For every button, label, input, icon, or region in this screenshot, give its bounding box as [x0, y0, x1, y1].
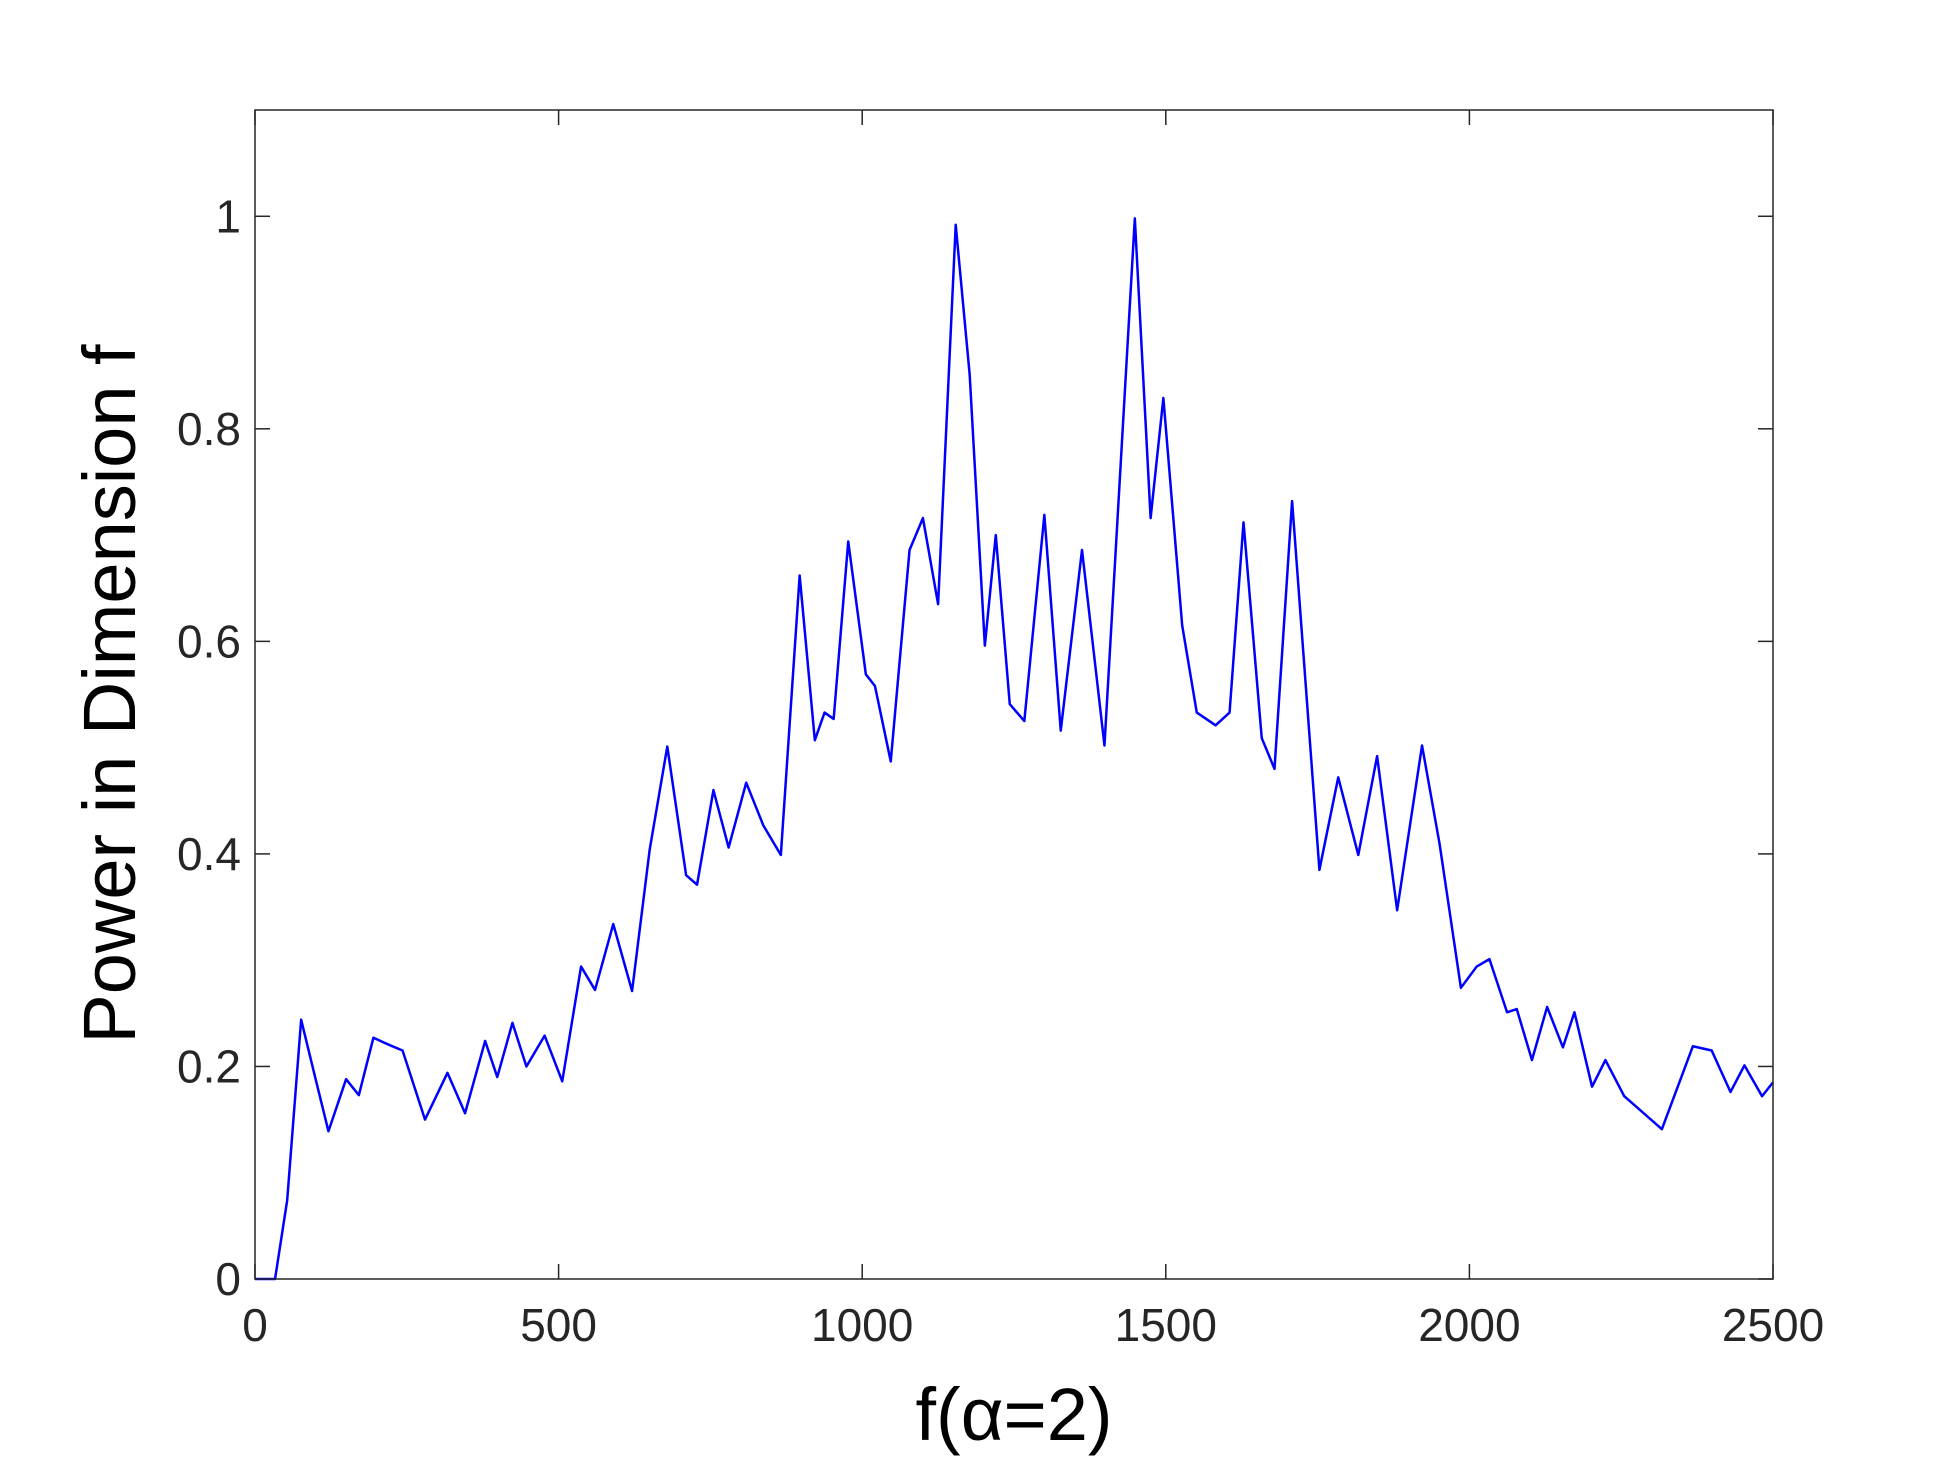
plot-frame	[254, 109, 1774, 1280]
x-tick-label: 0	[242, 1299, 268, 1351]
y-tick-label: 0.8	[177, 403, 241, 455]
x-tick-label: 2000	[1418, 1299, 1520, 1351]
x-tick-label: 1000	[811, 1299, 913, 1351]
x-tick-label: 500	[520, 1299, 597, 1351]
x-axis-label: f(α=2)	[916, 1373, 1113, 1456]
data-line	[255, 217, 1774, 1281]
x-tick-label: 2500	[1722, 1299, 1824, 1351]
plot-area	[255, 110, 1773, 1279]
y-axis-label: Power in Dimension f	[68, 344, 151, 1044]
x-tick-label: 1500	[1115, 1299, 1217, 1351]
y-tick-label: 0.2	[177, 1040, 241, 1092]
y-tick-label: 0.4	[177, 828, 241, 880]
y-tick-label: 0	[215, 1253, 241, 1305]
y-tick-label: 1	[215, 190, 241, 242]
y-tick-label: 0.6	[177, 615, 241, 667]
